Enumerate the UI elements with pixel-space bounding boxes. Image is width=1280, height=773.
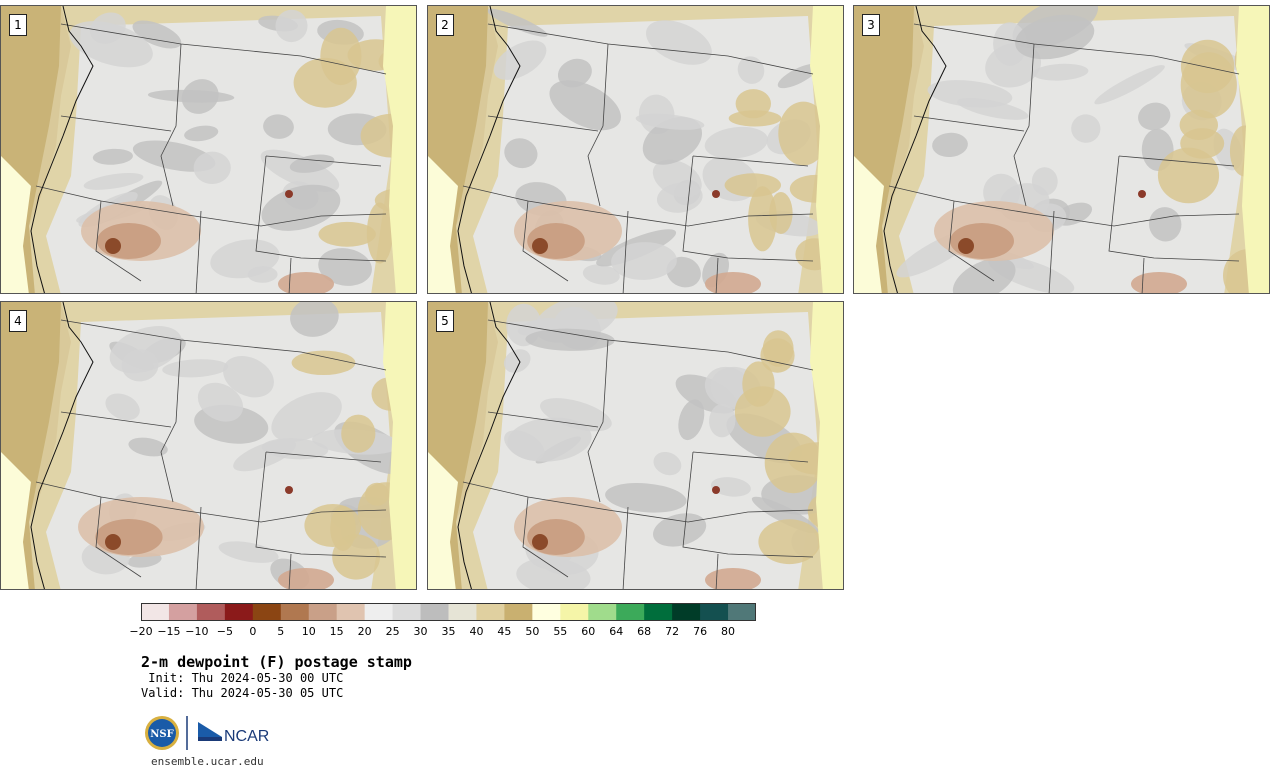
colorbar-swatch — [420, 603, 449, 621]
colorbar-tick-label: 68 — [637, 625, 652, 638]
colorbar-swatch — [224, 603, 254, 621]
panel-number: 4 — [9, 310, 27, 332]
colorbar-swatch — [532, 603, 561, 621]
colorbar — [141, 603, 756, 621]
map-panel-3: 3 — [853, 5, 1270, 294]
colorbar-swatch — [588, 603, 617, 621]
nsf-logo-icon: NSF — [145, 716, 179, 750]
colorbar-tick-label: 20 — [357, 625, 372, 638]
colorbar-tick-label: 30 — [413, 625, 428, 638]
colorbar-swatch — [141, 603, 170, 621]
colorbar-swatch — [364, 603, 394, 621]
colorbar-swatch — [560, 603, 589, 621]
colorbar-tick-label: −20 — [129, 625, 153, 638]
panel-number: 1 — [9, 14, 27, 36]
colorbar-tick-label: 76 — [693, 625, 708, 638]
dewpoint-map — [428, 302, 843, 589]
init-time: Init: Thu 2024-05-30 00 UTC — [141, 671, 344, 685]
dewpoint-map — [428, 6, 843, 293]
dewpoint-map — [1, 6, 416, 293]
panel-number: 5 — [436, 310, 454, 332]
colorbar-tick-label: 72 — [665, 625, 680, 638]
colorbar-tick-label: 50 — [525, 625, 540, 638]
colorbar-swatch — [728, 603, 756, 621]
colorbar-swatch — [196, 603, 226, 621]
colorbar-swatch — [336, 603, 366, 621]
colorbar-tick-label: 60 — [581, 625, 596, 638]
colorbar-swatch — [252, 603, 282, 621]
colorbar-tick-label: −10 — [185, 625, 209, 638]
colorbar-tick-label: 5 — [277, 625, 285, 638]
map-panel-1: 1 — [0, 5, 417, 294]
colorbar-swatch — [700, 603, 729, 621]
map-panel-4: 4 — [0, 301, 417, 590]
ncar-logo-text: NCAR — [224, 728, 269, 745]
dewpoint-map — [1, 302, 416, 589]
colorbar-tick-label: 64 — [609, 625, 624, 638]
colorbar-tick-label: 0 — [249, 625, 257, 638]
colorbar-tick-label: 40 — [469, 625, 484, 638]
colorbar-swatch — [448, 603, 477, 621]
panel-number: 3 — [862, 14, 880, 36]
colorbar-swatch — [644, 603, 673, 621]
colorbar-swatch — [280, 603, 310, 621]
dewpoint-map — [854, 6, 1269, 293]
valid-time: Valid: Thu 2024-05-30 05 UTC — [141, 686, 344, 700]
map-panel-5: 5 — [427, 301, 844, 590]
colorbar-swatch — [504, 603, 533, 621]
site-url: ensemble.ucar.edu — [151, 755, 264, 768]
map-panel-2: 2 — [427, 5, 844, 294]
colorbar-frame — [141, 603, 756, 621]
colorbar-tick-label: 35 — [441, 625, 456, 638]
panel-number: 2 — [436, 14, 454, 36]
colorbar-tick-label: 25 — [385, 625, 400, 638]
nsf-logo-text: NSF — [150, 729, 173, 740]
colorbar-swatch — [616, 603, 645, 621]
ncar-logo-icon: NCAR — [198, 722, 269, 745]
colorbar-swatch — [672, 603, 701, 621]
colorbar-tick-label: −15 — [157, 625, 181, 638]
colorbar-swatch — [168, 603, 198, 621]
nsf-ncar-logo: NSF NCAR — [145, 716, 269, 750]
colorbar-swatch — [392, 603, 422, 621]
colorbar-tick-label: −5 — [216, 625, 233, 638]
colorbar-tick-label: 55 — [553, 625, 568, 638]
colorbar-tick-label: 45 — [497, 625, 512, 638]
chart-title: 2-m dewpoint (F) postage stamp — [141, 653, 412, 671]
colorbar-tick-label: 10 — [301, 625, 316, 638]
colorbar-swatch — [308, 603, 338, 621]
colorbar-swatch — [476, 603, 505, 621]
colorbar-tick-label: 15 — [329, 625, 344, 638]
colorbar-tick-label: 80 — [721, 625, 736, 638]
